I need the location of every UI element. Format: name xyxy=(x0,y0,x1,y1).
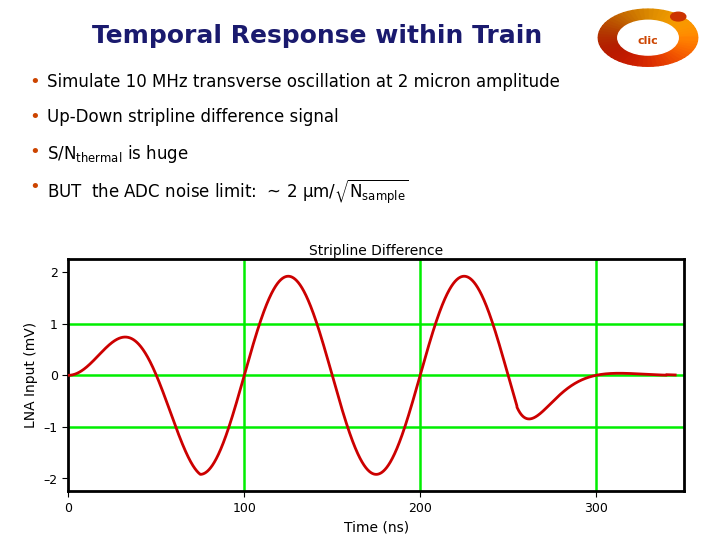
Text: •: • xyxy=(29,73,40,91)
Wedge shape xyxy=(648,35,698,38)
Wedge shape xyxy=(600,38,648,46)
Wedge shape xyxy=(648,21,691,38)
Text: •: • xyxy=(29,178,40,196)
Wedge shape xyxy=(598,32,648,38)
Wedge shape xyxy=(648,13,678,38)
Wedge shape xyxy=(648,38,681,61)
Wedge shape xyxy=(611,38,648,59)
Wedge shape xyxy=(648,38,663,66)
Wedge shape xyxy=(648,10,668,38)
Wedge shape xyxy=(598,35,648,38)
Wedge shape xyxy=(648,29,696,38)
Wedge shape xyxy=(648,38,658,66)
Wedge shape xyxy=(648,16,685,38)
Wedge shape xyxy=(608,18,648,38)
Wedge shape xyxy=(603,23,648,38)
Text: Up-Down stripline difference signal: Up-Down stripline difference signal xyxy=(47,108,338,126)
Wedge shape xyxy=(615,38,648,61)
Wedge shape xyxy=(608,38,648,57)
Wedge shape xyxy=(643,9,648,38)
Wedge shape xyxy=(648,38,688,57)
Wedge shape xyxy=(598,38,648,40)
Wedge shape xyxy=(648,38,698,40)
Wedge shape xyxy=(648,18,688,38)
Wedge shape xyxy=(618,13,648,38)
Wedge shape xyxy=(638,9,648,38)
Wedge shape xyxy=(611,16,648,38)
Text: clic: clic xyxy=(638,36,658,46)
Wedge shape xyxy=(643,38,648,66)
Wedge shape xyxy=(605,21,648,38)
Y-axis label: LNA Input (mV): LNA Input (mV) xyxy=(24,322,38,428)
Text: Simulate 10 MHz transverse oscillation at 2 micron amplitude: Simulate 10 MHz transverse oscillation a… xyxy=(47,73,559,91)
Wedge shape xyxy=(648,32,698,38)
Wedge shape xyxy=(605,38,648,55)
Text: BUT  the ADC noise limit:  ~ 2 $\mathregular{\mu}$m/$\mathregular{\sqrt{N_{sampl: BUT the ADC noise limit: ~ 2 $\mathregul… xyxy=(47,178,408,206)
Wedge shape xyxy=(648,9,653,38)
Wedge shape xyxy=(628,38,648,65)
Wedge shape xyxy=(618,38,648,63)
Text: •: • xyxy=(29,108,40,126)
Wedge shape xyxy=(648,9,658,38)
Wedge shape xyxy=(628,10,648,38)
Wedge shape xyxy=(648,38,691,55)
Wedge shape xyxy=(648,38,696,46)
Wedge shape xyxy=(648,38,668,65)
Wedge shape xyxy=(648,23,693,38)
Wedge shape xyxy=(598,38,648,44)
Wedge shape xyxy=(638,38,648,66)
Wedge shape xyxy=(648,38,696,49)
Wedge shape xyxy=(648,10,663,38)
Wedge shape xyxy=(633,10,648,38)
Circle shape xyxy=(618,21,678,55)
Wedge shape xyxy=(648,38,685,59)
Wedge shape xyxy=(633,38,648,66)
Wedge shape xyxy=(648,38,678,63)
Wedge shape xyxy=(648,26,696,38)
Text: Temporal Response within Train: Temporal Response within Train xyxy=(91,24,542,48)
Wedge shape xyxy=(603,38,648,52)
Wedge shape xyxy=(615,15,648,38)
Wedge shape xyxy=(648,38,693,52)
Wedge shape xyxy=(600,26,648,38)
Text: S/N$_{\mathregular{thermal}}$ is huge: S/N$_{\mathregular{thermal}}$ is huge xyxy=(47,143,189,165)
Wedge shape xyxy=(648,38,673,64)
Wedge shape xyxy=(648,11,673,38)
Wedge shape xyxy=(600,38,648,49)
Wedge shape xyxy=(600,29,648,38)
Title: Stripline Difference: Stripline Difference xyxy=(309,244,444,258)
Wedge shape xyxy=(623,38,648,64)
X-axis label: Time (ns): Time (ns) xyxy=(343,521,409,535)
Wedge shape xyxy=(648,38,698,44)
Text: •: • xyxy=(29,143,40,161)
Wedge shape xyxy=(648,15,681,38)
Wedge shape xyxy=(648,38,653,66)
Wedge shape xyxy=(623,11,648,38)
Circle shape xyxy=(671,12,685,21)
